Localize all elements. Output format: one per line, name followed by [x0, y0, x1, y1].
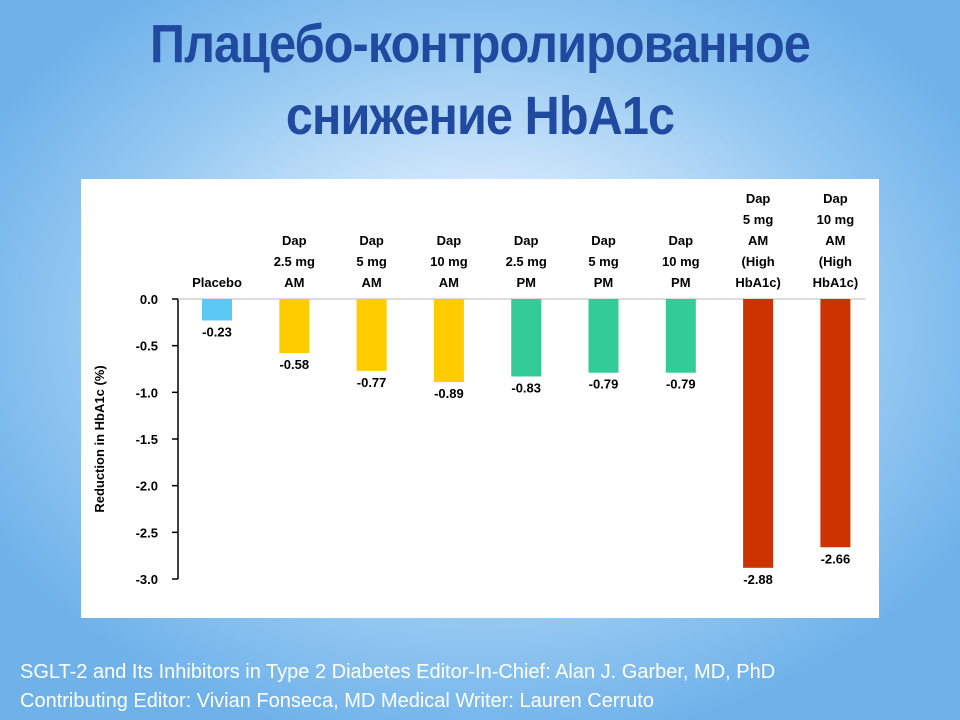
bar: [743, 299, 774, 568]
category-label-line: Dap: [514, 233, 539, 248]
category-label-line: Dap: [823, 191, 848, 206]
source-line1: SGLT-2 and Its Inhibitors in Type 2 Diab…: [20, 661, 776, 683]
bar-value-label: -0.23: [202, 324, 232, 339]
category-label-line: Dap: [282, 233, 307, 248]
bar-value-label: -0.79: [589, 377, 619, 392]
category-label-line: 5 mg: [588, 254, 618, 269]
bar-value-label: -0.77: [357, 375, 387, 390]
category-label-line: Placebo: [192, 275, 242, 290]
category-label: Dap 5 mg AM (High HbA1c): [735, 191, 781, 290]
bar: [665, 299, 696, 373]
y-tick-label: -1.5: [136, 432, 158, 447]
hba1c-bar-chart: 0.0 -0.5 -1.0 -1.5 -2.0 -2.5 -3.0 Reduction in …: [92, 191, 866, 587]
bar-value-label: -2.88: [743, 572, 773, 587]
bar-value-label: -0.83: [511, 380, 541, 395]
category-label-line: Dap: [591, 233, 616, 248]
bar: [511, 299, 542, 377]
category-label-line: PM: [516, 275, 536, 290]
y-tick-label: -0.5: [136, 339, 158, 354]
slide-title: Плацебо-контролированное снижение HbA1c: [48, 8, 912, 152]
category-label-line: Dap: [746, 191, 771, 206]
source-citation: SGLT-2 and Its Inhibitors in Type 2 Diab…: [20, 658, 950, 716]
category-label-line: Dap: [359, 233, 384, 248]
category-label: Dap 5 mg AM: [356, 233, 386, 290]
category-label: Dap 2.5 mg PM: [506, 233, 547, 290]
category-label-line: HbA1c): [813, 275, 859, 290]
y-tick-label: -3.0: [136, 572, 158, 587]
y-tick-label: -2.5: [136, 525, 158, 540]
category-label-line: AM: [825, 233, 845, 248]
category-label-line: AM: [284, 275, 304, 290]
category-label-line: AM: [439, 275, 459, 290]
bar-value-label: -2.66: [821, 551, 851, 566]
bar: [433, 299, 464, 383]
category-label-line: PM: [594, 275, 614, 290]
bar: [202, 299, 232, 321]
bar: [820, 299, 851, 548]
category-label: Dap 5 mg PM: [588, 233, 618, 290]
category-label-line: (High: [819, 254, 852, 269]
category-label: Dap 10 mg AM: [430, 233, 468, 290]
category-label-line: 10 mg: [430, 254, 468, 269]
bar: [588, 299, 619, 373]
category-label-line: 10 mg: [817, 212, 855, 227]
bar: [279, 299, 310, 354]
category-label-line: PM: [671, 275, 691, 290]
category-label-line: 2.5 mg: [506, 254, 547, 269]
source-line2: Contributing Editor: Vivian Fonseca, MD …: [20, 690, 654, 712]
category-label-line: AM: [748, 233, 768, 248]
bar-value-label: -0.58: [279, 357, 309, 372]
category-label-line: AM: [361, 275, 381, 290]
bar-value-label: -0.79: [666, 377, 696, 392]
category-label-line: 5 mg: [743, 212, 773, 227]
category-label: Dap 10 mg AM (High HbA1c): [813, 191, 859, 290]
y-axis-label: Reduction in HbA1c (%): [92, 365, 107, 512]
y-tick-label: -1.0: [136, 385, 158, 400]
category-label-line: 2.5 mg: [274, 254, 315, 269]
bar-value-label: -0.89: [434, 386, 464, 401]
slide-title-line2: снижение HbA1c: [285, 86, 675, 146]
slide-title-line1: Плацебо-контролированное: [150, 14, 811, 74]
category-label-line: Dap: [669, 233, 694, 248]
category-label-line: 5 mg: [356, 254, 386, 269]
category-label-line: HbA1c): [735, 275, 781, 290]
chart-panel: 0.0 -0.5 -1.0 -1.5 -2.0 -2.5 -3.0 Reduction in …: [81, 179, 879, 618]
category-label: Placebo: [192, 275, 242, 290]
y-tick-label: 0.0: [140, 292, 158, 307]
bar: [356, 299, 387, 371]
category-label-line: (High: [741, 254, 774, 269]
category-label-line: 10 mg: [662, 254, 700, 269]
category-label: Dap 10 mg PM: [662, 233, 700, 290]
y-tick-label: -2.0: [136, 479, 158, 494]
category-label-line: Dap: [437, 233, 462, 248]
category-label: Dap 2.5 mg AM: [274, 233, 315, 290]
